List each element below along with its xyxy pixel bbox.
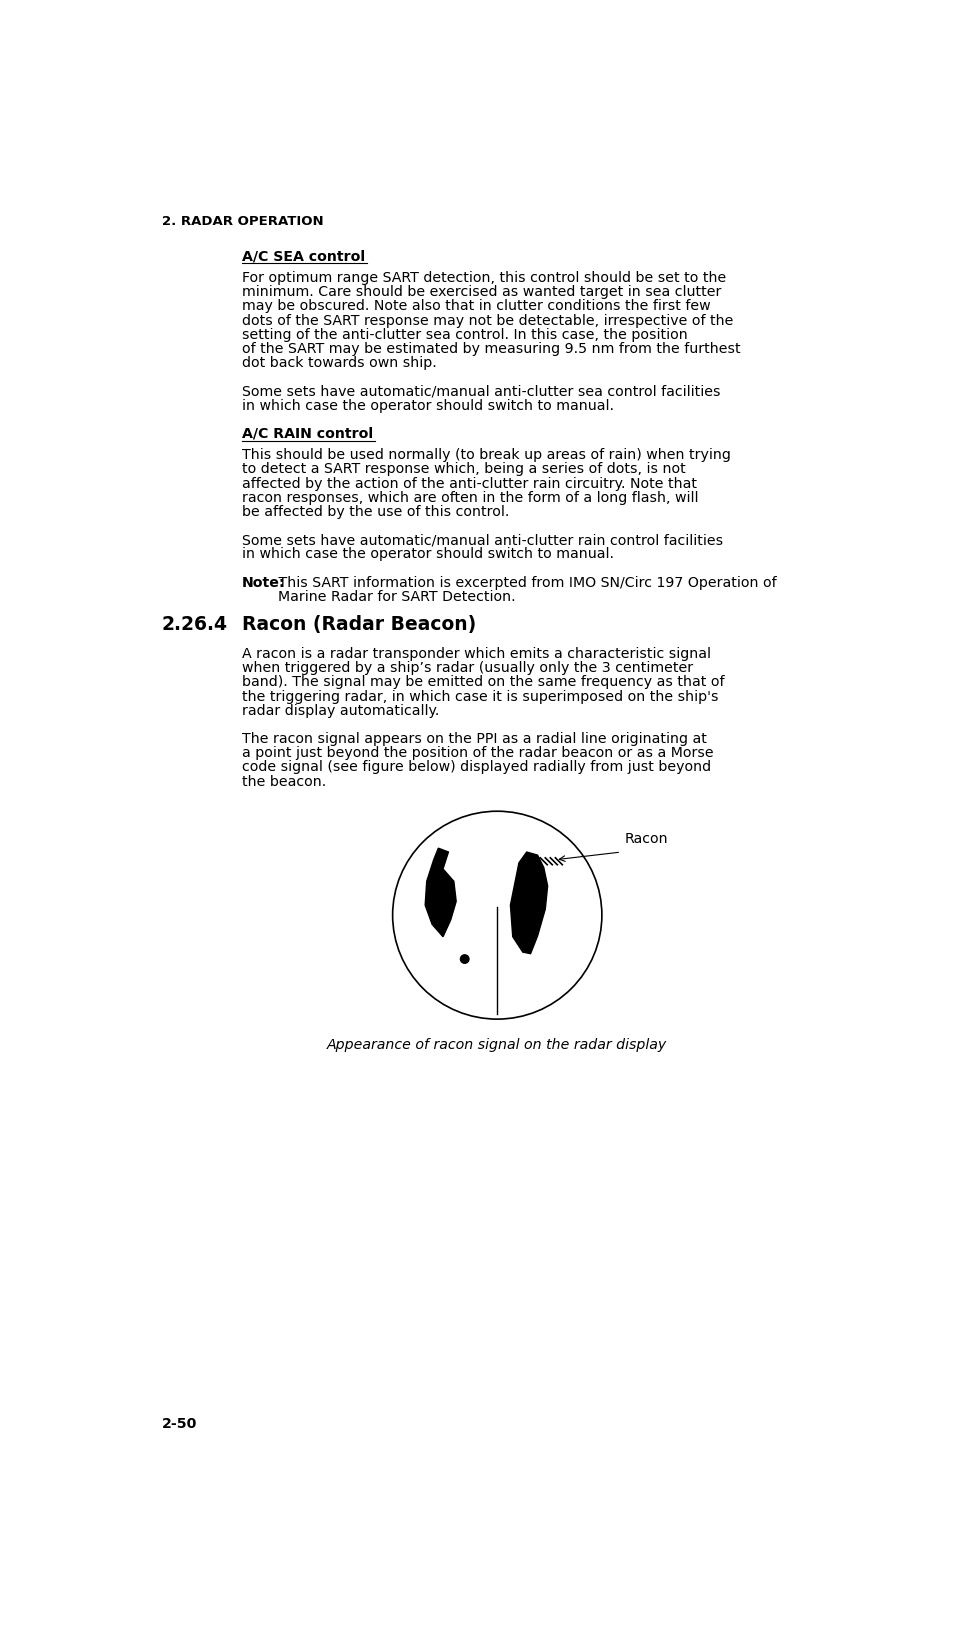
Text: Marine Radar for SART Detection.: Marine Radar for SART Detection. bbox=[242, 590, 516, 603]
Circle shape bbox=[460, 955, 469, 963]
Text: A racon is a radar transponder which emits a characteristic signal: A racon is a radar transponder which emi… bbox=[242, 647, 711, 660]
Text: minimum. Care should be exercised as wanted target in sea clutter: minimum. Care should be exercised as wan… bbox=[242, 285, 720, 300]
Text: Note:: Note: bbox=[242, 575, 285, 590]
Text: racon responses, which are often in the form of a long flash, will: racon responses, which are often in the … bbox=[242, 491, 698, 505]
Text: radar display automatically.: radar display automatically. bbox=[242, 704, 439, 717]
Text: setting of the anti-clutter sea control. In this case, the position: setting of the anti-clutter sea control.… bbox=[242, 328, 687, 342]
Text: Appearance of racon signal on the radar display: Appearance of racon signal on the radar … bbox=[327, 1038, 667, 1053]
Text: in which case the operator should switch to manual.: in which case the operator should switch… bbox=[242, 399, 614, 412]
Text: Some sets have automatic/manual anti-clutter sea control facilities: Some sets have automatic/manual anti-clu… bbox=[242, 385, 720, 398]
Text: when triggered by a ship’s radar (usually only the 3 centimeter: when triggered by a ship’s radar (usuall… bbox=[242, 662, 692, 675]
Text: may be obscured. Note also that in clutter conditions the first few: may be obscured. Note also that in clutt… bbox=[242, 300, 710, 313]
Text: A/C SEA control: A/C SEA control bbox=[242, 249, 365, 264]
Text: This should be used normally (to break up areas of rain) when trying: This should be used normally (to break u… bbox=[242, 448, 730, 463]
Text: Racon (Radar Beacon): Racon (Radar Beacon) bbox=[242, 616, 476, 634]
Text: 2.26.4: 2.26.4 bbox=[162, 616, 227, 634]
Text: Some sets have automatic/manual anti-clutter rain control facilities: Some sets have automatic/manual anti-clu… bbox=[242, 533, 722, 548]
Text: This SART information is excerpted from IMO SN/Circ 197 Operation of: This SART information is excerpted from … bbox=[274, 575, 777, 590]
Text: The racon signal appears on the PPI as a radial line originating at: The racon signal appears on the PPI as a… bbox=[242, 732, 706, 747]
Text: band). The signal may be emitted on the same frequency as that of: band). The signal may be emitted on the … bbox=[242, 675, 724, 689]
Text: Racon: Racon bbox=[625, 831, 669, 846]
Polygon shape bbox=[425, 848, 456, 937]
Text: dot back towards own ship.: dot back towards own ship. bbox=[242, 357, 436, 370]
Text: 2. RADAR OPERATION: 2. RADAR OPERATION bbox=[162, 215, 323, 228]
Polygon shape bbox=[511, 852, 548, 954]
Text: in which case the operator should switch to manual.: in which case the operator should switch… bbox=[242, 548, 614, 561]
Text: the beacon.: the beacon. bbox=[242, 774, 325, 789]
Text: of the SART may be estimated by measuring 9.5 nm from the furthest: of the SART may be estimated by measurin… bbox=[242, 342, 740, 355]
Text: be affected by the use of this control.: be affected by the use of this control. bbox=[242, 505, 509, 518]
Text: A/C RAIN control: A/C RAIN control bbox=[242, 427, 373, 440]
Text: code signal (see figure below) displayed radially from just beyond: code signal (see figure below) displayed… bbox=[242, 761, 711, 774]
Text: a point just beyond the position of the radar beacon or as a Morse: a point just beyond the position of the … bbox=[242, 747, 713, 760]
Text: affected by the action of the anti-clutter rain circuitry. Note that: affected by the action of the anti-clutt… bbox=[242, 476, 696, 491]
Text: dots of the SART response may not be detectable, irrespective of the: dots of the SART response may not be det… bbox=[242, 313, 733, 328]
Text: to detect a SART response which, being a series of dots, is not: to detect a SART response which, being a… bbox=[242, 463, 686, 476]
Text: 2-50: 2-50 bbox=[162, 1418, 197, 1431]
Text: the triggering radar, in which case it is superimposed on the ship's: the triggering radar, in which case it i… bbox=[242, 689, 718, 704]
Text: For optimum range SART detection, this control should be set to the: For optimum range SART detection, this c… bbox=[242, 271, 725, 285]
